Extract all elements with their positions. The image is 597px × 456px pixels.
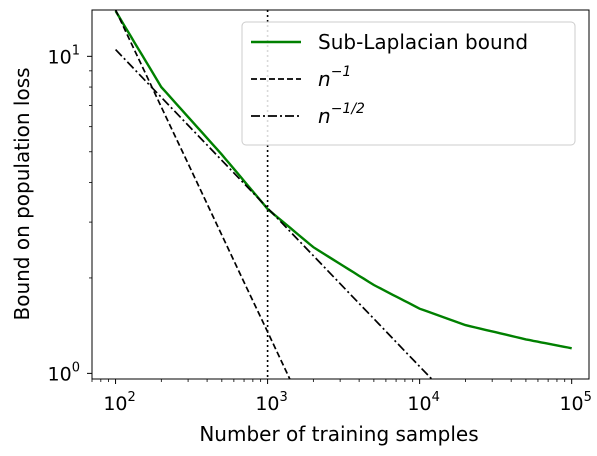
plot-frame bbox=[91, 9, 590, 380]
y-tick-label: 100 bbox=[48, 360, 80, 385]
y-tick-label: 101 bbox=[48, 43, 80, 68]
y-axis-ticks: 100 101 bbox=[48, 43, 92, 385]
legend-label-1: Sub-Laplacian bound bbox=[318, 30, 528, 54]
y-axis-label: Bound on population loss bbox=[10, 67, 34, 320]
x-tick-label: 105 bbox=[559, 390, 591, 415]
x-tick-label: 102 bbox=[103, 390, 135, 415]
x-axis-label: Number of training samples bbox=[199, 422, 478, 446]
legend-label-2: n−1 bbox=[318, 64, 351, 91]
series-line-1 bbox=[114, 10, 572, 350]
x-axis-ticks: 102 103 104 105 bbox=[103, 379, 592, 415]
legend: Sub-Laplacian bound n−1 n−1/2 bbox=[241, 21, 576, 146]
legend-label-3: n−1/2 bbox=[318, 101, 365, 128]
x-tick-label: 104 bbox=[407, 390, 439, 415]
x-tick-label: 103 bbox=[255, 390, 287, 415]
series-layer bbox=[114, 9, 572, 380]
series-line-3 bbox=[114, 49, 433, 380]
legend-box bbox=[241, 21, 576, 146]
series-line-2 bbox=[114, 9, 291, 380]
